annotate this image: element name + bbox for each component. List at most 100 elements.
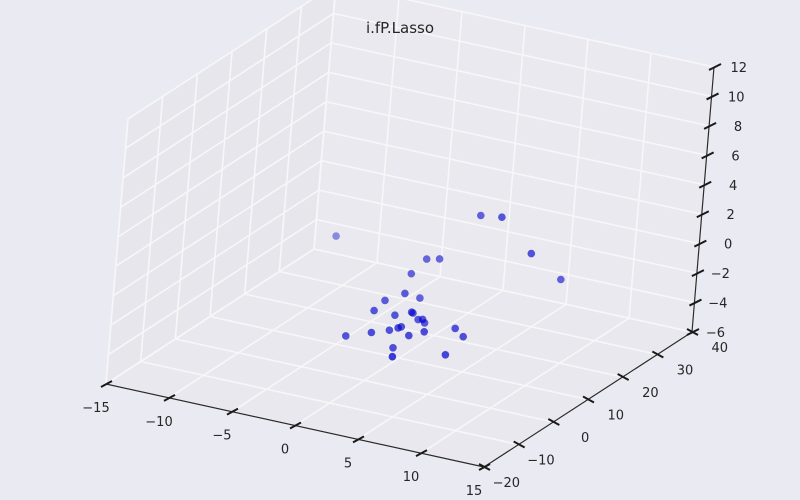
- x-tick-mark: [163, 393, 176, 402]
- x-tick-label: −10: [145, 415, 172, 430]
- x-tick-label: 5: [344, 456, 352, 471]
- grid-line-y-left: [209, 51, 233, 317]
- y-tick-label: 30: [677, 364, 694, 379]
- y-tick-label: 10: [607, 409, 624, 424]
- data-point: [451, 324, 460, 333]
- x-tick-mark: [352, 435, 365, 444]
- data-point: [420, 328, 429, 336]
- z-tick-label: 10: [728, 90, 745, 105]
- grid-line-y-left: [278, 6, 303, 272]
- axis-panes: [106, 0, 714, 467]
- x-tick-mark: [289, 421, 302, 430]
- data-points: [332, 211, 565, 361]
- grid-lines: [105, 0, 715, 468]
- grid-line-z-left: [125, 12, 334, 150]
- grid-line-z-left: [115, 130, 325, 267]
- x-tick-label: −15: [82, 401, 109, 416]
- y-tick-label: 0: [581, 431, 589, 446]
- data-point: [418, 315, 427, 324]
- z-tick-mark: [693, 239, 707, 248]
- z-tick-mark: [706, 92, 720, 101]
- z-tick-label: 2: [726, 208, 734, 223]
- y-tick-mark: [582, 395, 595, 404]
- y-tick-mark: [547, 418, 560, 426]
- chart-title: i.fP.Lasso: [366, 19, 434, 37]
- z-tick-mark: [696, 210, 710, 219]
- data-point: [381, 296, 389, 305]
- z-tick-mark: [703, 121, 717, 130]
- grid-line-z-back: [333, 12, 712, 98]
- z-tick-label: 12: [730, 61, 747, 76]
- grid-line-z-back: [313, 248, 693, 333]
- tick-labels: −15−10−5051015−20−10010203040−6−4−202468…: [82, 61, 747, 499]
- grid-line-z-left: [127, 0, 313, 120]
- grid-line-x-back: [502, 25, 526, 291]
- grid-line-y-floor: [209, 315, 589, 401]
- y-tick-label: 20: [642, 386, 659, 401]
- z-tick-label: −4: [708, 297, 727, 312]
- data-point: [405, 331, 413, 340]
- data-point: [416, 294, 424, 302]
- z-tick-label: 0: [724, 238, 732, 253]
- data-point: [407, 269, 416, 278]
- data-point: [385, 326, 394, 335]
- z-tick-mark: [701, 151, 715, 160]
- x-tick-label: 15: [466, 484, 483, 499]
- grid-line-z-back: [328, 71, 707, 157]
- z-tick-label: −2: [711, 267, 730, 282]
- grid-line-z-back: [323, 130, 702, 216]
- grid-line-x-back: [376, 0, 400, 263]
- grid-line-z-back: [316, 218, 695, 304]
- grid-line-y-left: [174, 73, 199, 340]
- y-tick-label: 40: [711, 341, 728, 356]
- z-tick-label: 8: [734, 120, 742, 135]
- y-tick-mark: [478, 463, 491, 471]
- data-point: [388, 352, 397, 361]
- z-tick-label: −6: [706, 326, 725, 341]
- y-tick-mark: [617, 373, 630, 381]
- data-point: [391, 311, 399, 320]
- data-point: [370, 306, 378, 315]
- data-point: [477, 211, 485, 220]
- z-axis-line: [691, 66, 715, 333]
- grid-line-z-left: [117, 101, 327, 238]
- x-tick-label: −5: [212, 429, 231, 444]
- data-point: [498, 213, 506, 221]
- grid-line-z-left: [120, 71, 330, 209]
- grid-line-z-left: [122, 42, 332, 179]
- grid-line-z-left: [105, 248, 315, 385]
- grid-line-x-back: [439, 11, 463, 277]
- grid-line-y-floor: [175, 338, 554, 423]
- grid-line-z-left: [108, 218, 317, 356]
- grid-line-y-floor: [244, 293, 623, 378]
- grid-line-y-left: [313, 0, 336, 250]
- y-tick-mark: [651, 350, 664, 359]
- z-tick-mark: [686, 328, 700, 336]
- data-point: [435, 255, 444, 263]
- grid-line-z-back: [330, 42, 710, 127]
- data-point: [441, 351, 450, 359]
- grid-line-y-left: [243, 28, 268, 295]
- grid-line-y-floor: [279, 270, 658, 356]
- z-tick-mark: [688, 298, 702, 307]
- x-tick-mark: [100, 380, 113, 388]
- data-point: [422, 255, 431, 263]
- z-tick-mark: [698, 180, 712, 189]
- tick-marks: [100, 63, 722, 471]
- grid-line-y-left: [139, 96, 164, 362]
- data-point: [401, 289, 409, 298]
- data-point: [407, 308, 416, 317]
- data-point: [342, 332, 350, 340]
- data-point: [394, 324, 402, 332]
- y-tick-label: −20: [493, 476, 520, 491]
- grid-line-z-left: [110, 189, 320, 326]
- grid-line-z-back: [321, 159, 700, 245]
- grid-line-y-floor: [140, 360, 519, 446]
- grid-line-z-left: [112, 159, 322, 297]
- y-tick-label: −10: [527, 454, 554, 469]
- data-point: [332, 232, 340, 240]
- data-point: [367, 328, 376, 337]
- grid-line-y-left: [105, 118, 129, 385]
- z-tick-mark: [708, 63, 722, 71]
